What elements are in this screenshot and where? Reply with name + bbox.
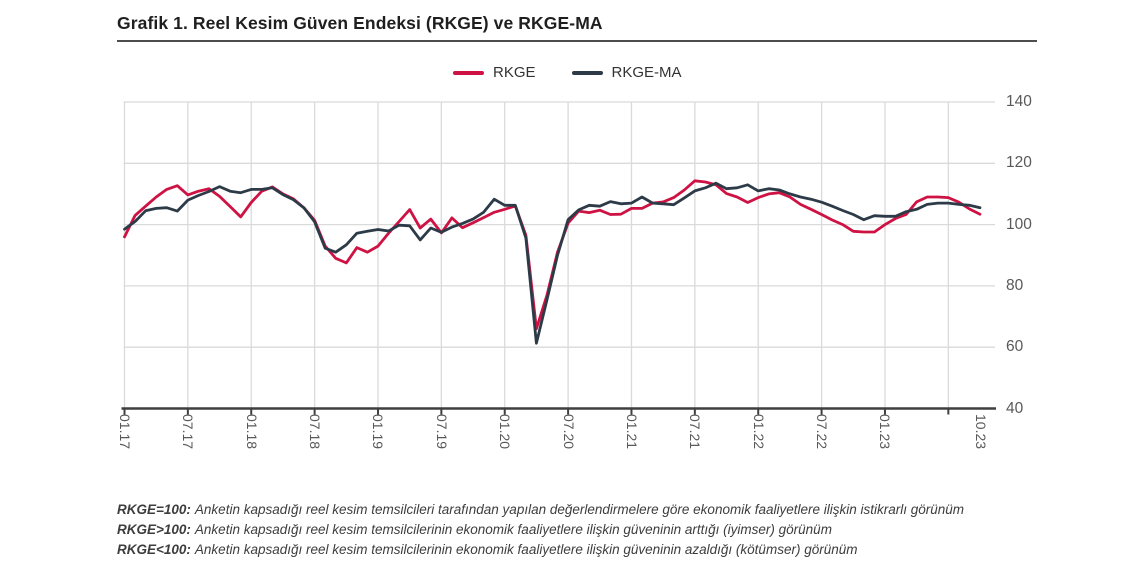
- y-tick-label: 40: [1006, 399, 1024, 417]
- series-lines: [123, 179, 982, 345]
- rkge-line: [123, 179, 982, 331]
- y-tick-label: 140: [1006, 93, 1032, 110]
- x-tick-label: 07.20: [560, 414, 577, 450]
- footnote-rkge-greater-100: RKGE>100: Anketin kapsadığı reel kesim te…: [117, 520, 1077, 540]
- x-tick-label: 01.23: [877, 414, 894, 450]
- footnote-lead: RKGE=100:: [117, 502, 191, 517]
- x-tick-label: 01.18: [243, 414, 260, 450]
- y-tick-label: 60: [1006, 338, 1024, 356]
- x-tick-label: 01.17: [117, 414, 133, 450]
- x-tick-label: 01.19: [370, 414, 387, 450]
- footnotes: RKGE=100: Anketin kapsadığı reel kesim te…: [117, 500, 1077, 560]
- footnote-text: Anketin kapsadığı reel kesim temsilciler…: [194, 522, 832, 537]
- x-tick-label: 07.22: [814, 414, 831, 450]
- x-tick-label: 07.21: [687, 414, 704, 450]
- y-tick-label: 120: [1006, 154, 1032, 172]
- footnote-rkge-equal-100: RKGE=100: Anketin kapsadığı reel kesim te…: [117, 500, 1077, 520]
- x-axis: [121, 407, 996, 415]
- legend-label-rkge: RKGE: [493, 64, 536, 81]
- x-tick-label: 07.19: [433, 414, 450, 450]
- footnote-lead: RKGE>100:: [117, 522, 191, 537]
- vertical-gridlines: [123, 102, 949, 409]
- line-chart: [121, 101, 996, 415]
- x-tick-label: 07.18: [307, 414, 324, 450]
- rkge-line-swatch-icon: [453, 70, 484, 75]
- footnote-text: Anketin kapsadığı reel kesim temsilciler…: [194, 542, 858, 557]
- footnote-text: Anketin kapsadığı reel kesim temsilciler…: [194, 502, 965, 517]
- x-tick-label: 07.17: [180, 414, 197, 450]
- footnote-lead: RKGE<100:: [117, 542, 191, 557]
- x-tick-label: 10.23: [972, 414, 989, 450]
- y-tick-label: 80: [1006, 276, 1024, 294]
- footnote-rkge-less-100: RKGE<100: Anketin kapsadığı reel kesim te…: [117, 540, 1077, 560]
- legend-item-rkge: RKGE: [453, 64, 536, 81]
- x-tick-label: 01.22: [750, 414, 767, 450]
- rkge-ma-line-swatch-icon: [571, 70, 603, 75]
- page-title: Grafik 1. Reel Kesim Güven Endeksi (RKGE…: [117, 13, 603, 33]
- rkge-ma-line: [123, 181, 982, 345]
- legend-label-rkge-ma: RKGE-MA: [611, 64, 682, 81]
- title-underline: [117, 40, 1037, 42]
- x-tick-label: 01.20: [497, 414, 514, 450]
- horizontal-gridlines: [123, 101, 995, 348]
- legend-item-rkge-ma: RKGE-MA: [571, 64, 682, 81]
- x-tick-label: 01.21: [623, 414, 640, 450]
- y-tick-label: 100: [1006, 215, 1032, 233]
- chart-legend: RKGE RKGE-MA: [453, 64, 682, 81]
